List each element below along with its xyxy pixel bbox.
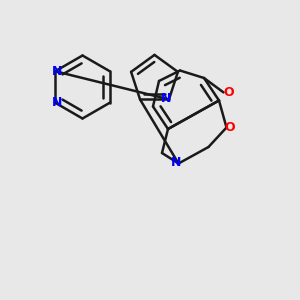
Text: N: N	[161, 92, 172, 105]
Text: N: N	[52, 96, 62, 109]
Text: N: N	[52, 65, 62, 78]
Text: O: O	[225, 121, 236, 134]
Text: N: N	[171, 156, 181, 170]
Text: O: O	[224, 86, 234, 99]
